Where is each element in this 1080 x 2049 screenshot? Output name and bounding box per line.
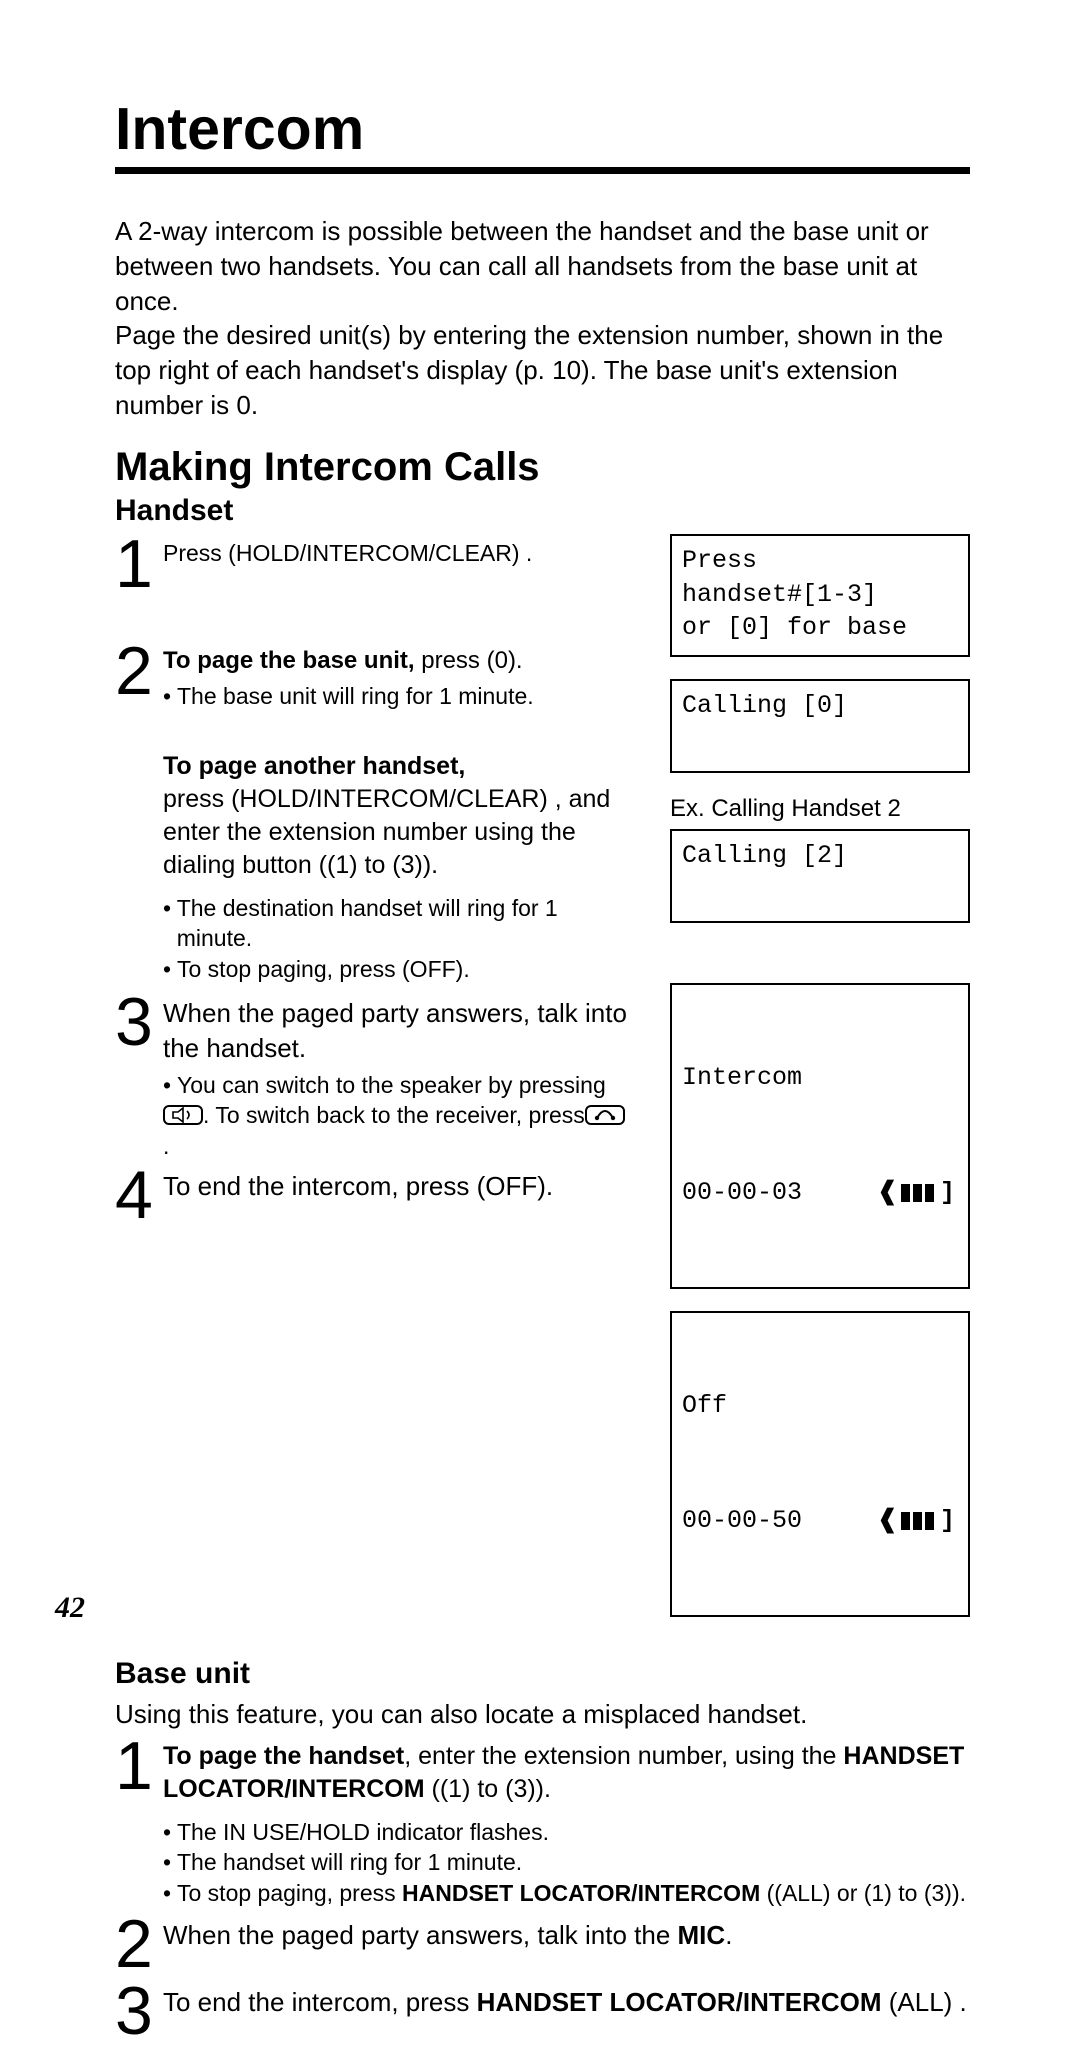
step-2: 2 To page the base unit, press (0). •The… (115, 641, 630, 984)
bu2-a: When the paged party answers, talk into … (163, 1920, 678, 1950)
bu3-b: HANDSET LOCATOR/INTERCOM (477, 1987, 882, 2017)
step-2-body: To page the base unit, press (0). •The b… (163, 641, 630, 984)
manual-page: Intercom A 2-way intercom is possible be… (0, 0, 1080, 1669)
step-2-lead-rest: press (0). (415, 647, 523, 674)
page-title: Intercom (115, 95, 970, 163)
section-title: Making Intercom Calls (115, 445, 970, 490)
battery-icon: ❰] (874, 1504, 958, 1538)
lcd-display-1: Press handset#[1-3] or [0] for base (670, 534, 970, 657)
lcd-line: Off (682, 1389, 958, 1423)
step-2-bullet: The base unit will ring for 1 minute. (177, 681, 534, 712)
step-number: 4 (115, 1165, 159, 1226)
lcd-line: or [0] for base (682, 613, 907, 642)
step-3-bullet-b: . To switch back to the receiver, press (203, 1100, 585, 1131)
lcd-line: handset#[1-3] (682, 580, 877, 609)
base-step-1-body: To page the handset, enter the extension… (163, 1736, 970, 1908)
base-step-1: 1 To page the handset, enter the extensi… (115, 1736, 970, 1908)
bu1-bullet-3b: HANDSET LOCATOR/INTERCOM (402, 1880, 760, 1906)
battery-icon: ❰] (874, 1176, 958, 1210)
step-number: 3 (115, 992, 159, 1053)
base-step-3-body: To end the intercom, press HANDSET LOCAT… (163, 1981, 970, 2020)
step-3-text: When the paged party answers, talk into … (163, 996, 630, 1065)
step-3-bullet-c: . (163, 1131, 169, 1162)
lcd-display-5: Off 00-00-50 ❰] (670, 1311, 970, 1617)
lcd-line: Calling [2] (682, 841, 847, 870)
lcd-line: Press (682, 546, 757, 575)
baseunit-intro: Using this feature, you can also locate … (115, 1697, 970, 1732)
lcd-line: 00-00-03 (682, 1176, 874, 1210)
handset-steps: 1 Press (HOLD/INTERCOM/CLEAR) . 2 To pag… (115, 534, 970, 1639)
baseunit-subtitle: Base unit (115, 1657, 970, 1691)
bu2-c: . (725, 1920, 732, 1950)
intro-paragraph-1: A 2-way intercom is possible between the… (115, 214, 970, 318)
title-rule (115, 167, 970, 174)
lcd-line: 00-00-50 (682, 1504, 874, 1538)
step-4-text: To end the intercom, press (OFF). (163, 1165, 630, 1204)
bu3-c: (ALL) . (882, 1987, 967, 2017)
step-1-text: Press (HOLD/INTERCOM/CLEAR) . (163, 534, 630, 569)
lcd-line: Intercom (682, 1061, 958, 1095)
handset-subtitle: Handset (115, 494, 970, 528)
bu1-b: , enter the extension number, using the (404, 1742, 843, 1770)
step-number: 1 (115, 1736, 159, 1797)
bu3-a: To end the intercom, press (163, 1987, 477, 2017)
step-2b-heading: To page another handset, (163, 752, 465, 780)
lcd-3-caption: Ex. Calling Handset 2 (670, 795, 970, 823)
lcd-line: Calling [0] (682, 691, 847, 720)
receiver-button-icon (585, 1105, 625, 1125)
bu1-d: ((1) to (3)). (425, 1775, 551, 1803)
bu2-b: MIC (678, 1920, 726, 1950)
speaker-button-icon (163, 1105, 203, 1125)
step-2b-body: press (HOLD/INTERCOM/CLEAR) , and enter … (163, 783, 630, 883)
base-step-3: 3 To end the intercom, press HANDSET LOC… (115, 1981, 970, 2042)
intro-paragraph-2: Page the desired unit(s) by entering the… (115, 318, 970, 422)
step-number: 3 (115, 1981, 159, 2042)
base-step-2-body: When the paged party answers, talk into … (163, 1914, 970, 1953)
step-2b-bullet-1: The destination handset will ring for 1 … (177, 893, 630, 954)
step-4: 4 To end the intercom, press (OFF). (115, 1165, 630, 1226)
step-2-lead-bold: To page the base unit, (163, 647, 415, 674)
bu1-a: To page the handset (163, 1742, 404, 1770)
step-number: 1 (115, 534, 159, 595)
lcd-display-3: Calling [2] (670, 829, 970, 923)
bu1-bullet-1: The IN USE/HOLD indicator flashes. (177, 1817, 549, 1848)
bu1-bullet-3c: ((ALL) or (1) to (3)). (760, 1880, 966, 1906)
step-number: 2 (115, 1914, 159, 1975)
step-2b-bullet-2: To stop paging, press (OFF). (177, 954, 470, 985)
lcd-display-4: Intercom 00-00-03 ❰] (670, 983, 970, 1289)
bu1-bullet-2: The handset will ring for 1 minute. (177, 1847, 522, 1878)
step-3-bullet-a: You can switch to the speaker by pressin… (177, 1070, 606, 1101)
bu1-bullet-3a: To stop paging, press (177, 1880, 402, 1906)
lcd-display-2: Calling [0] (670, 679, 970, 773)
base-step-2: 2 When the paged party answers, talk int… (115, 1914, 970, 1975)
step-3-body: When the paged party answers, talk into … (163, 992, 630, 1161)
step-number: 2 (115, 641, 159, 702)
page-number: 42 (55, 1591, 85, 1625)
step-3: 3 When the paged party answers, talk int… (115, 992, 630, 1161)
step-1: 1 Press (HOLD/INTERCOM/CLEAR) . (115, 534, 630, 595)
